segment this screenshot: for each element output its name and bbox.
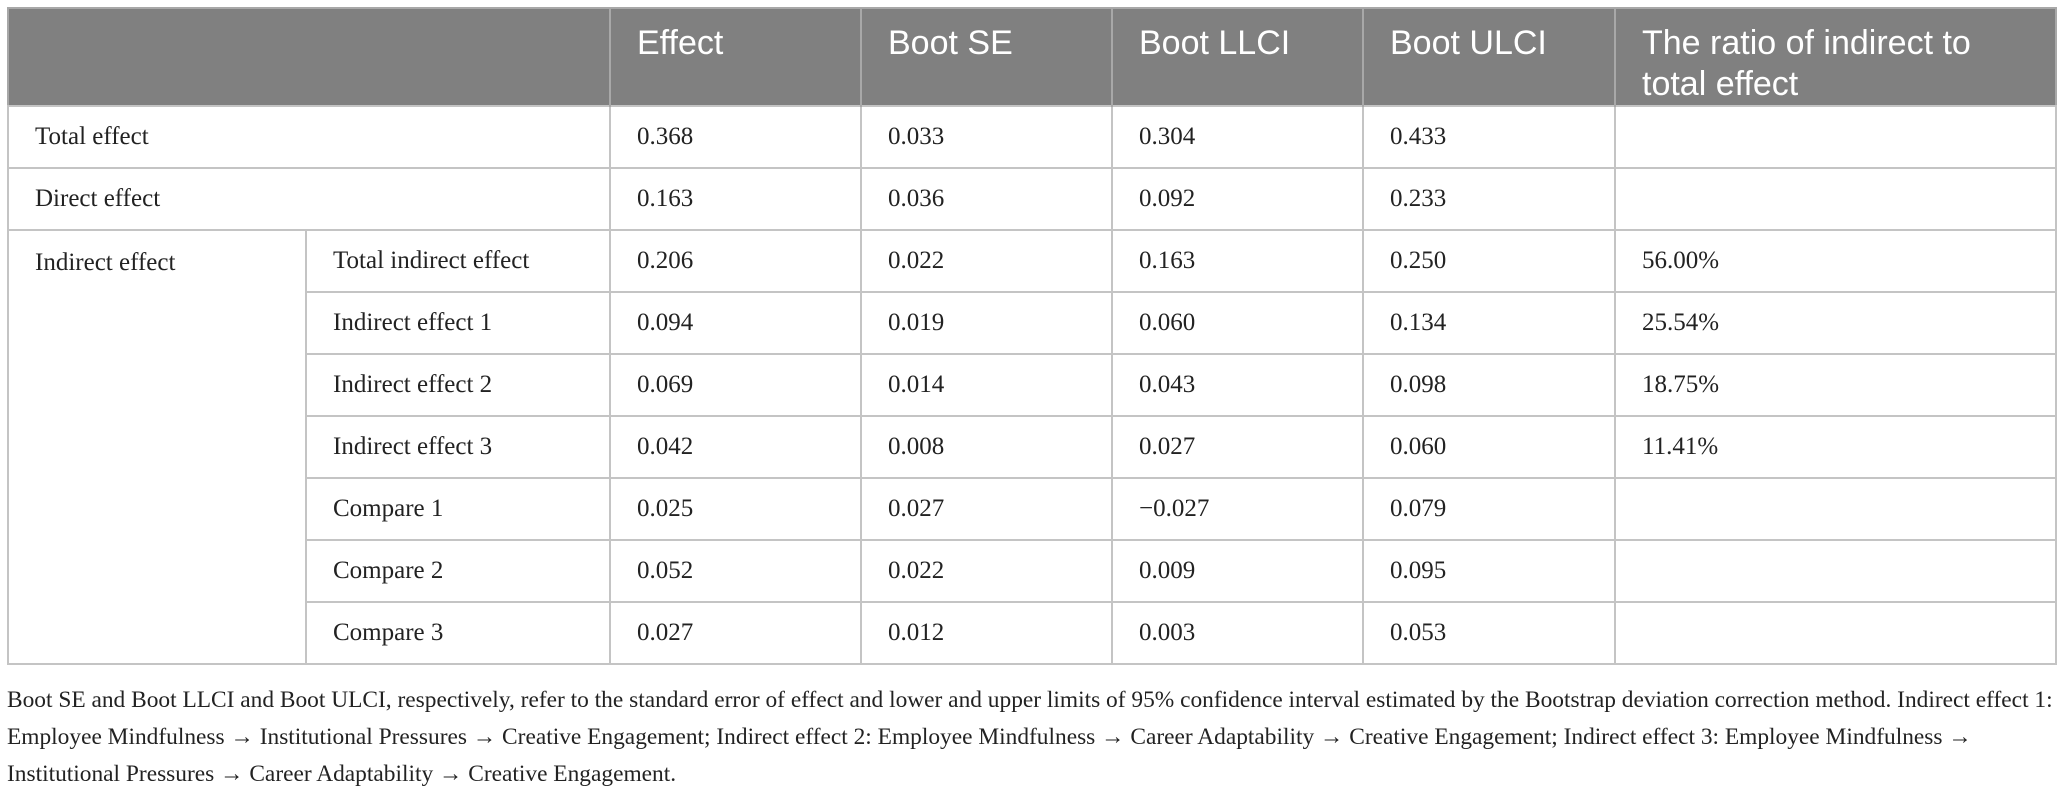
value-cell: 0.022 bbox=[860, 229, 1113, 293]
value-cell: −0.027 bbox=[1111, 477, 1364, 541]
value-cell: 0.094 bbox=[609, 291, 862, 355]
value-cell: 0.368 bbox=[609, 105, 862, 169]
value-cell: 0.304 bbox=[1111, 105, 1364, 169]
column-header: Boot LLCI bbox=[1111, 8, 1363, 106]
value-cell: 0.052 bbox=[609, 539, 862, 603]
value-cell: 18.75% bbox=[1614, 353, 2057, 417]
header-blank bbox=[8, 8, 610, 106]
row-label: Total indirect effect bbox=[305, 229, 611, 293]
row-label: Indirect effect 3 bbox=[305, 415, 611, 479]
column-header: Boot ULCI bbox=[1362, 8, 1615, 106]
value-cell: 0.012 bbox=[860, 601, 1113, 665]
row-label: Indirect effect 1 bbox=[305, 291, 611, 355]
value-cell: 0.043 bbox=[1111, 353, 1364, 417]
group-label: Indirect effect bbox=[7, 229, 307, 665]
value-cell: 0.060 bbox=[1111, 291, 1364, 355]
column-header: The ratio of indirect to total effect bbox=[1614, 8, 2056, 106]
value-cell: 0.134 bbox=[1362, 291, 1616, 355]
value-cell: 0.060 bbox=[1362, 415, 1616, 479]
value-cell: 0.069 bbox=[609, 353, 862, 417]
table-row: Total effect 0.368 0.033 0.304 0.433 bbox=[7, 105, 2057, 169]
value-cell: 0.027 bbox=[860, 477, 1113, 541]
value-cell: 0.092 bbox=[1111, 167, 1364, 231]
row-label: Compare 1 bbox=[305, 477, 611, 541]
table-row: Indirect effect Total indirect effect 0.20… bbox=[7, 229, 2057, 665]
value-cell: 0.079 bbox=[1362, 477, 1616, 541]
row-label: Compare 3 bbox=[305, 601, 611, 665]
column-header: Effect bbox=[609, 8, 861, 106]
table-row: Compare 3 0.027 0.012 0.003 0.053 bbox=[8, 601, 2057, 665]
table-row: Direct effect 0.163 0.036 0.092 0.233 bbox=[7, 167, 2057, 231]
empty-cell bbox=[1614, 105, 2057, 169]
value-cell: 0.022 bbox=[860, 539, 1113, 603]
table-row: Indirect effect 1 0.094 0.019 0.060 0.134 25.… bbox=[8, 291, 2057, 355]
table-row: Compare 1 0.025 0.027 −0.027 0.079 bbox=[8, 477, 2057, 541]
row-label: Indirect effect 2 bbox=[305, 353, 611, 417]
table-row: Indirect effect 2 0.069 0.014 0.043 0.098 18.… bbox=[8, 353, 2057, 417]
value-cell: 0.027 bbox=[1111, 415, 1364, 479]
value-cell: 56.00% bbox=[1614, 229, 2057, 293]
value-cell: 0.042 bbox=[609, 415, 862, 479]
empty-cell bbox=[1614, 167, 2057, 231]
table-row: Indirect effect 3 0.042 0.008 0.027 0.060 11.… bbox=[8, 415, 2057, 479]
value-cell: 0.250 bbox=[1362, 229, 1616, 293]
value-cell: 0.233 bbox=[1362, 167, 1616, 231]
table-row: Compare 2 0.052 0.022 0.009 0.095 bbox=[8, 539, 2057, 603]
value-cell: 0.036 bbox=[860, 167, 1113, 231]
value-cell: 0.019 bbox=[860, 291, 1113, 355]
empty-cell bbox=[1614, 477, 2057, 541]
column-header: Boot SE bbox=[860, 8, 1112, 106]
value-cell: 0.433 bbox=[1362, 105, 1616, 169]
empty-cell bbox=[1614, 539, 2057, 603]
table-body: Total effect 0.368 0.033 0.304 0.433 Direct e… bbox=[7, 105, 2057, 665]
row-label: Total effect bbox=[7, 105, 611, 169]
table-note: Boot SE and Boot LLCI and Boot ULCI, res… bbox=[7, 687, 2053, 787]
value-cell: 0.008 bbox=[860, 415, 1113, 479]
value-cell: 0.014 bbox=[860, 353, 1113, 417]
value-cell: 0.003 bbox=[1111, 601, 1364, 665]
value-cell: 25.54% bbox=[1614, 291, 2057, 355]
row-label: Compare 2 bbox=[305, 539, 611, 603]
value-cell: 11.41% bbox=[1614, 415, 2057, 479]
value-cell: 0.095 bbox=[1362, 539, 1616, 603]
value-cell: 0.053 bbox=[1362, 601, 1616, 665]
header-row: Effect Boot SE Boot LLCI Boot ULCI The ratio… bbox=[8, 8, 2056, 106]
value-cell: 0.206 bbox=[609, 229, 862, 293]
value-cell: 0.027 bbox=[609, 601, 862, 665]
value-cell: 0.009 bbox=[1111, 539, 1364, 603]
value-cell: 0.163 bbox=[609, 167, 862, 231]
value-cell: 0.025 bbox=[609, 477, 862, 541]
empty-cell bbox=[1614, 601, 2057, 665]
value-cell: 0.098 bbox=[1362, 353, 1616, 417]
value-cell: 0.163 bbox=[1111, 229, 1364, 293]
results-table: Effect Boot SE Boot LLCI Boot ULCI The ratio… bbox=[7, 7, 2057, 665]
row-label: Direct effect bbox=[7, 167, 611, 231]
value-cell: 0.033 bbox=[860, 105, 1113, 169]
